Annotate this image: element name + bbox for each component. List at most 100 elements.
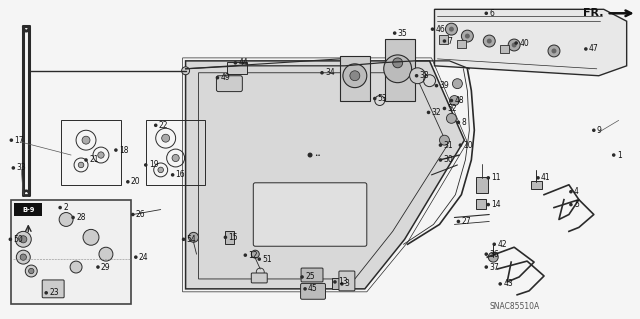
Circle shape [552,48,556,53]
Circle shape [58,206,62,209]
FancyBboxPatch shape [439,34,448,43]
Polygon shape [385,39,415,100]
Circle shape [431,27,435,31]
Text: 6: 6 [489,9,494,18]
Circle shape [96,265,100,269]
Polygon shape [186,61,465,289]
Text: 32: 32 [431,108,441,117]
Circle shape [10,138,13,142]
Text: 29: 29 [101,263,111,271]
Circle shape [340,282,344,286]
Circle shape [393,58,403,68]
Text: 30: 30 [444,155,453,165]
Text: 2: 2 [63,203,68,212]
Circle shape [486,176,490,180]
Circle shape [126,180,130,184]
Text: 37: 37 [489,263,499,271]
Text: 53: 53 [378,94,387,103]
Circle shape [465,33,470,39]
Circle shape [536,176,540,180]
Circle shape [131,213,134,216]
Circle shape [459,143,462,147]
Circle shape [26,265,37,277]
Text: 26: 26 [136,210,145,219]
Circle shape [172,154,179,162]
Circle shape [182,238,186,241]
FancyBboxPatch shape [227,62,247,74]
Circle shape [584,47,588,51]
Text: FR.: FR. [583,8,604,18]
Text: 25: 25 [305,272,315,281]
Text: 16: 16 [175,170,185,179]
Circle shape [189,232,198,242]
Circle shape [452,79,462,89]
Text: 28: 28 [76,213,86,222]
Circle shape [515,41,518,45]
Circle shape [158,167,163,173]
Text: 7: 7 [447,37,452,46]
Circle shape [499,282,502,286]
Circle shape [303,287,307,291]
Text: 54: 54 [187,235,196,244]
Circle shape [443,107,446,110]
Circle shape [98,152,104,158]
Circle shape [12,166,15,170]
Circle shape [492,242,496,246]
Polygon shape [435,9,627,76]
Circle shape [20,254,26,260]
Text: 42: 42 [497,240,507,249]
Text: 36: 36 [489,250,499,259]
Circle shape [59,212,73,226]
FancyBboxPatch shape [301,283,326,299]
Text: 27: 27 [461,217,471,226]
Text: 47: 47 [589,44,598,54]
Text: 13: 13 [338,278,348,286]
Circle shape [70,261,82,273]
Circle shape [320,71,324,75]
Text: 14: 14 [492,200,501,209]
FancyBboxPatch shape [12,200,131,304]
Circle shape [83,229,99,245]
FancyBboxPatch shape [42,280,64,298]
Circle shape [484,11,488,15]
Circle shape [8,238,12,241]
Text: 44: 44 [238,58,248,67]
Circle shape [443,39,446,43]
Text: 17: 17 [14,136,24,145]
Text: 31: 31 [444,141,453,150]
Text: B-9: B-9 [22,207,35,212]
Circle shape [373,97,376,100]
Circle shape [84,158,88,162]
Circle shape [569,203,573,206]
Circle shape [82,136,90,144]
Text: 38: 38 [420,71,429,80]
Text: 3: 3 [345,279,350,288]
FancyBboxPatch shape [225,231,234,244]
FancyBboxPatch shape [476,199,486,209]
FancyBboxPatch shape [457,40,466,48]
Circle shape [15,231,31,247]
Circle shape [449,96,460,106]
Circle shape [17,250,30,264]
Text: SNAC85510A: SNAC85510A [489,302,540,311]
Circle shape [29,268,34,274]
Text: 34: 34 [325,68,335,77]
Text: 15: 15 [228,233,238,242]
Circle shape [234,61,237,65]
Text: 35: 35 [397,29,408,38]
FancyBboxPatch shape [216,76,243,92]
FancyBboxPatch shape [252,273,268,283]
Circle shape [511,42,516,48]
Text: 40: 40 [519,39,529,48]
FancyBboxPatch shape [500,45,509,53]
Text: 12: 12 [248,251,258,260]
Text: 21: 21 [89,155,99,165]
FancyBboxPatch shape [531,181,541,189]
Text: 9: 9 [596,126,602,135]
Circle shape [257,257,261,261]
Circle shape [438,143,442,147]
Text: 4: 4 [574,187,579,196]
Circle shape [216,76,220,79]
Circle shape [569,190,573,194]
Polygon shape [340,56,370,100]
